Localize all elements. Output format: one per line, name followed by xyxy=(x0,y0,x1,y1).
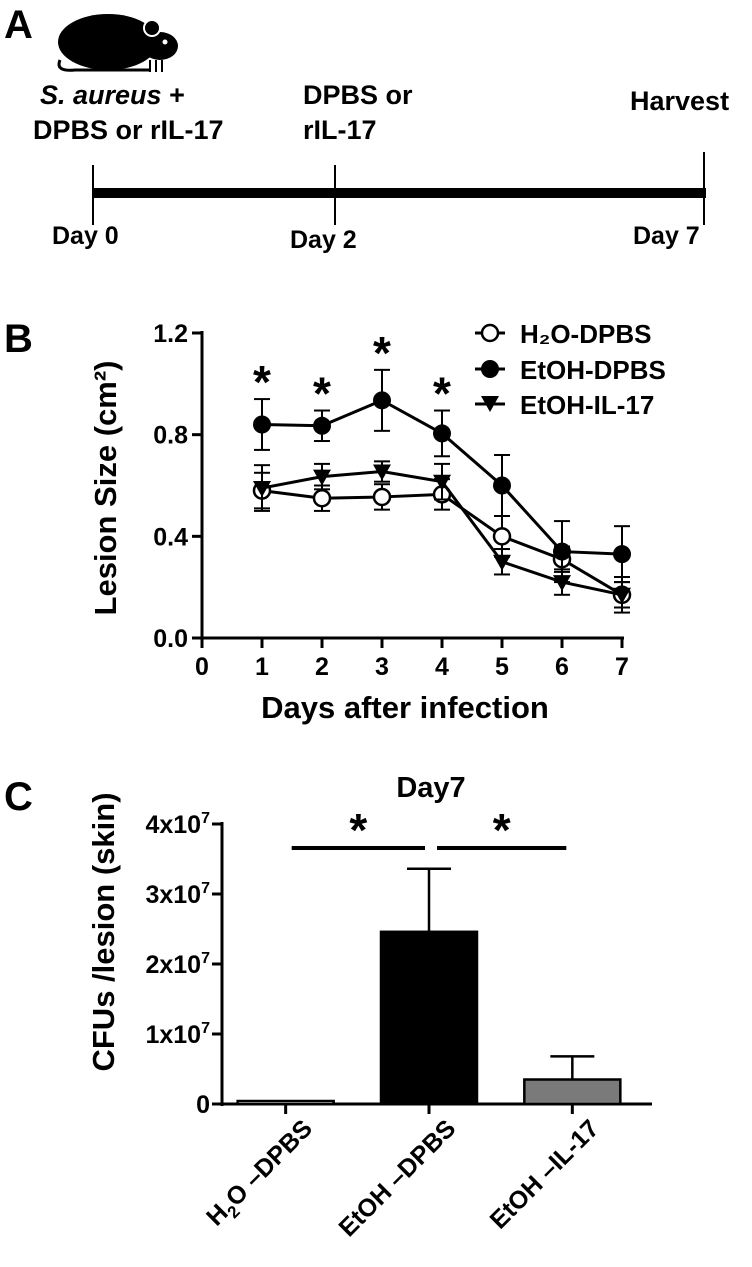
y-tick-label: 0 xyxy=(196,1091,210,1119)
bar xyxy=(379,930,479,1106)
filled-triangle-marker-icon xyxy=(481,396,499,412)
data-point xyxy=(253,415,271,434)
timeline-event-day0: S. aureus + DPBS or rIL-17 xyxy=(33,80,224,145)
y-tick-label: 4x107 xyxy=(145,810,210,839)
bar xyxy=(523,1078,622,1106)
significance-star: * xyxy=(373,327,391,379)
data-point xyxy=(373,391,391,410)
open-circle-marker-icon xyxy=(480,323,500,343)
x-tick-label: 4 xyxy=(435,653,449,681)
line-chart-legend: H₂O-DPBS EtOH-DPBS EtOH-IL-17 xyxy=(475,319,666,420)
legend-label: EtOH-IL-17 xyxy=(520,390,654,420)
x-tick-label: 7 xyxy=(615,653,629,681)
data-point xyxy=(433,474,451,491)
x-tick-label: 2 xyxy=(315,653,329,681)
data-point xyxy=(553,542,571,561)
timeline-event-label-line: DPBS or rIL-17 xyxy=(33,115,224,145)
timeline-day-label: Day 7 xyxy=(633,222,700,250)
significance-star: * xyxy=(349,804,367,856)
x-tick-label: 1 xyxy=(255,653,269,681)
line-chart-x-axis-title: Days after infection xyxy=(261,690,549,725)
bar-chart-title: Day7 xyxy=(396,772,465,804)
cfu-bar-chart: 0 1x107 2x107 3x107 4x107 H2O –DPBS EtOH –DPBS… xyxy=(145,804,652,1242)
data-point xyxy=(492,527,512,546)
bar xyxy=(236,1099,335,1106)
panel-c-letter: C xyxy=(4,775,33,819)
data-point xyxy=(613,545,631,564)
category-label: EtOH –IL-17 xyxy=(485,1114,605,1234)
timeline-event-label-line: DPBS or xyxy=(303,80,413,110)
category-label: EtOH –DPBS xyxy=(333,1114,461,1242)
timeline-event-day2: DPBS or rIL-17 xyxy=(303,80,413,145)
data-point xyxy=(313,469,331,486)
data-point xyxy=(433,424,451,443)
series-2 xyxy=(253,368,631,584)
y-tick-label: 0.4 xyxy=(153,523,188,551)
legend-item: EtOH-IL-17 xyxy=(475,390,654,420)
x-tick-label: 6 xyxy=(555,653,569,681)
timeline-event-label-line: rIL-17 xyxy=(303,115,377,145)
legend-label: H₂O-DPBS xyxy=(520,319,651,349)
data-point xyxy=(312,488,332,508)
series-3 xyxy=(253,460,631,609)
significance-star: * xyxy=(313,368,331,420)
data-point xyxy=(373,464,391,481)
line-chart-y-axis-title: Lesion Size (cm²) xyxy=(88,361,123,616)
y-tick-label: 1.2 xyxy=(153,320,188,348)
panel-a-letter: A xyxy=(4,3,33,47)
category-label: H2O –DPBS xyxy=(201,1114,321,1234)
timeline-event-day7: Harvest xyxy=(630,86,729,116)
y-tick-label: 3x107 xyxy=(145,880,210,909)
y-tick-label: 1x107 xyxy=(145,1020,210,1049)
timeline-day-label: Day 2 xyxy=(290,226,357,254)
significance-star: * xyxy=(433,368,451,420)
x-tick-label: 5 xyxy=(495,653,509,681)
y-tick-label: 0.8 xyxy=(153,422,188,450)
filled-circle-marker-icon xyxy=(481,360,499,378)
data-point xyxy=(493,554,511,571)
significance-star: * xyxy=(253,356,271,408)
significance-star: * xyxy=(493,804,511,856)
timeline-event-label-line: S. aureus + xyxy=(40,80,185,110)
y-tick-label: 2x107 xyxy=(145,950,210,979)
legend-item: EtOH-DPBS xyxy=(475,355,666,385)
data-point xyxy=(372,487,392,507)
timeline-day-label: Day 0 xyxy=(52,222,119,250)
data-point xyxy=(613,587,631,604)
bar-chart-y-axis-title: CFUs /lesion (skin) xyxy=(86,792,121,1071)
lesion-size-line-chart: 0.0 0.4 0.8 1.2 0 1 2 3 4 5 6 7 * * * * xyxy=(153,320,632,681)
panel-b-letter: B xyxy=(4,317,33,361)
y-tick-label: 0.0 xyxy=(153,625,188,653)
mouse-icon xyxy=(57,14,178,72)
data-point xyxy=(493,476,511,495)
legend-item: H₂O-DPBS xyxy=(475,319,651,349)
x-tick-label: 0 xyxy=(195,653,209,681)
legend-label: EtOH-DPBS xyxy=(520,355,666,385)
data-point xyxy=(553,575,571,592)
data-point xyxy=(313,416,331,435)
timeline-event-label-line: Harvest xyxy=(630,86,729,116)
x-tick-label: 3 xyxy=(375,653,389,681)
data-point xyxy=(253,481,271,498)
